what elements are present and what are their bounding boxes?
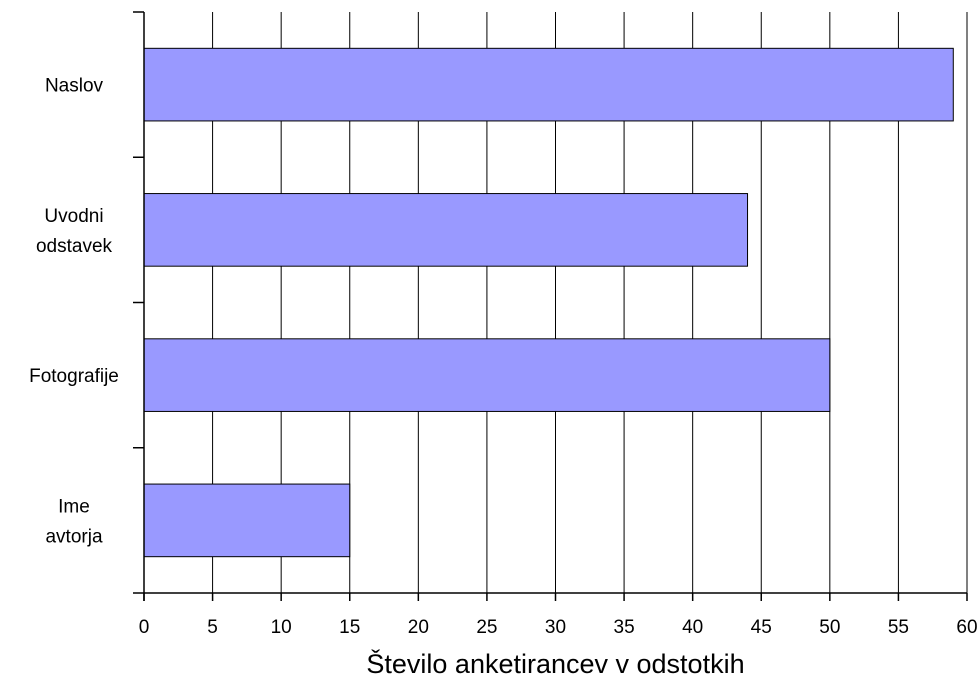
- x-tick-label: 25: [476, 617, 497, 638]
- category-label-line: Ime: [58, 496, 90, 517]
- x-tick-labels: 0 5 10 15 20 25 30 35 40 45 50 55 60: [139, 617, 978, 638]
- x-tick-label: 5: [207, 617, 218, 638]
- x-tick-label: 15: [339, 617, 360, 638]
- bar: [143, 47, 954, 122]
- category-label: Uvodni odstavek: [36, 206, 113, 257]
- category-label: Naslov: [45, 76, 104, 97]
- x-tick-label: 50: [819, 617, 840, 638]
- category-label-line: Uvodni: [44, 206, 103, 227]
- category-labels: Naslov Uvodni odstavek Fotografije Ime avtorj…: [29, 76, 119, 548]
- category-label-line: odstavek: [36, 236, 113, 257]
- category-label-line: Naslov: [45, 76, 104, 97]
- x-tick-label: 55: [888, 617, 909, 638]
- x-tick-label: 60: [956, 617, 977, 638]
- category-label-line: Fotografije: [29, 366, 119, 387]
- bar: [143, 483, 351, 558]
- x-tick-label: 30: [545, 617, 566, 638]
- x-tick-label: 40: [682, 617, 703, 638]
- axes: [133, 11, 968, 601]
- x-tick-label: 10: [271, 617, 292, 638]
- x-tick-label: 35: [614, 617, 635, 638]
- category-label: Ime avtorja: [45, 496, 102, 547]
- x-tick-label: 45: [751, 617, 772, 638]
- category-label: Fotografije: [29, 366, 119, 387]
- bar: [143, 193, 749, 267]
- bar: [143, 338, 831, 412]
- x-tick-label: 20: [408, 617, 429, 638]
- category-label-line: avtorja: [45, 526, 102, 547]
- bars: [143, 47, 954, 558]
- x-tick-label: 0: [139, 617, 150, 638]
- x-axis-title: Število anketirancev v odstotkih: [366, 648, 744, 679]
